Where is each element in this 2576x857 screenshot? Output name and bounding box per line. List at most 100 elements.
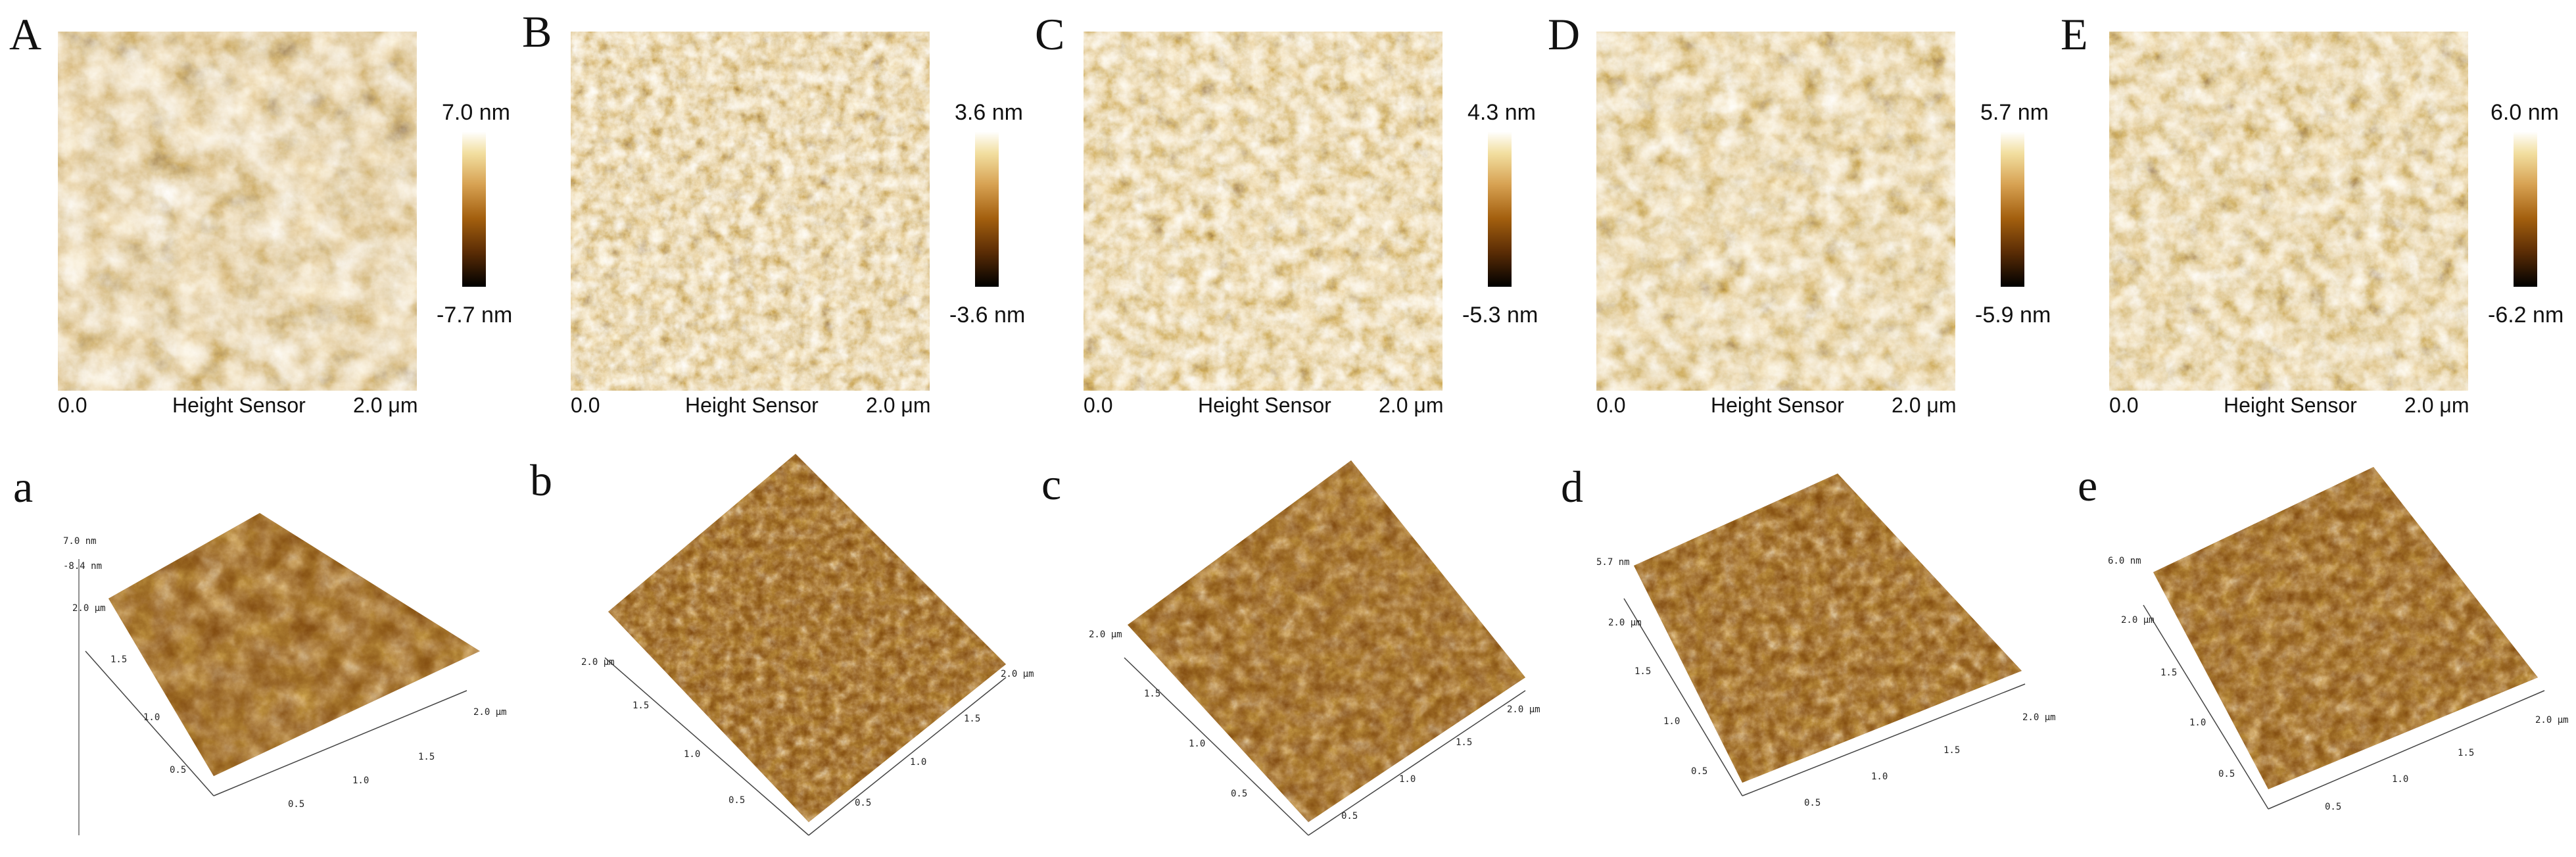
height-map-D xyxy=(1596,32,1955,391)
tick-c-10l: 1.0 xyxy=(1189,739,1206,749)
panel-letter-A: A xyxy=(9,9,42,59)
panel-letter-d: d xyxy=(1561,462,1583,512)
colorbar-B xyxy=(975,132,999,287)
panel-letter-e: e xyxy=(2078,460,2098,510)
axis-start-B: 0.0 xyxy=(571,393,600,417)
z-top-label-d: 5.7 nm xyxy=(1596,557,1630,568)
tick-a-05l: 0.5 xyxy=(170,765,187,775)
colorbar-min-E: -6.2 nm xyxy=(2488,303,2564,328)
panel-letter-b: b xyxy=(530,455,552,505)
tick-a-10l: 1.0 xyxy=(143,712,160,723)
axis-end-D: 2.0 μm xyxy=(1892,393,1957,417)
tick-d-10r: 1.0 xyxy=(1871,771,1888,782)
surface-3d-e xyxy=(2143,467,2545,810)
tick-c-05l: 0.5 xyxy=(1231,789,1248,799)
side-left-label-b: 2.0 μm xyxy=(581,657,615,668)
surface-3d-d xyxy=(1623,474,2026,796)
axis-start-A: 0.0 xyxy=(58,393,87,417)
colorbar-min-B: -3.6 nm xyxy=(949,303,1026,328)
tick-c-10r: 1.0 xyxy=(1399,774,1416,785)
tick-b-15l: 1.5 xyxy=(632,700,650,711)
panel-letter-B: B xyxy=(522,7,552,57)
channel-label-B: Height Sensor xyxy=(685,393,819,417)
z-top-label-a: 7.0 nm xyxy=(63,536,97,547)
tick-b-05r: 0.5 xyxy=(855,798,872,808)
colorbar-A xyxy=(462,132,486,287)
y-axis-b xyxy=(604,657,809,836)
height-map-B xyxy=(571,32,930,391)
y-axis-a xyxy=(85,650,214,796)
tick-b-15r: 1.5 xyxy=(964,714,981,724)
tick-a-10r: 1.0 xyxy=(352,775,370,786)
panel-letter-C: C xyxy=(1035,9,1065,59)
tick-d-05l: 0.5 xyxy=(1691,766,1708,777)
surface-3d-a xyxy=(78,513,480,835)
panel-letter-a: a xyxy=(13,462,34,512)
tick-c-15r: 1.5 xyxy=(1456,737,1473,748)
side-right-label-a: 2.0 μm xyxy=(473,707,507,718)
panel-letter-E: E xyxy=(2061,9,2088,59)
axis-start-D: 0.0 xyxy=(1596,393,1626,417)
surface-texture-c xyxy=(1128,460,1525,822)
height-map-C xyxy=(1084,32,1443,391)
colorbar-max-C: 4.3 nm xyxy=(1467,100,1536,125)
surface-texture-d xyxy=(1634,474,2022,783)
colorbar-max-B: 3.6 nm xyxy=(955,100,1023,125)
axis-end-B: 2.0 μm xyxy=(866,393,931,417)
tick-e-05r: 0.5 xyxy=(2325,802,2342,812)
colorbar-C xyxy=(1488,132,1512,287)
side-right-label-b: 2.0 μm xyxy=(1001,669,1034,679)
y-axis-d xyxy=(1623,598,1743,796)
channel-label-A: Height Sensor xyxy=(172,393,306,417)
panel-letter-c: c xyxy=(1041,459,1062,509)
height-map-A xyxy=(58,32,417,391)
side-left-label-a: 2.0 μm xyxy=(72,603,106,614)
axis-start-E: 0.0 xyxy=(2109,393,2139,417)
z-bottom-label-a: -8.4 nm xyxy=(63,561,103,572)
colorbar-D xyxy=(2001,132,2024,287)
colorbar-min-C: -5.3 nm xyxy=(1462,303,1538,328)
x-axis-c xyxy=(1308,690,1526,836)
side-right-label-d: 2.0 μm xyxy=(2022,712,2056,723)
tick-d-15r: 1.5 xyxy=(1944,745,1961,756)
tick-e-15r: 1.5 xyxy=(2458,748,2475,758)
axis-end-A: 2.0 μm xyxy=(353,393,418,417)
x-axis-b xyxy=(808,677,1007,836)
tick-a-15l: 1.5 xyxy=(110,654,128,665)
x-axis-e xyxy=(2268,690,2545,810)
tick-e-10r: 1.0 xyxy=(2392,774,2409,785)
tick-e-15l: 1.5 xyxy=(2160,668,2178,678)
tick-a-05r: 0.5 xyxy=(288,799,305,810)
surface-texture-e xyxy=(2153,467,2538,789)
tick-d-05r: 0.5 xyxy=(1804,798,1821,808)
colorbar-max-E: 6.0 nm xyxy=(2491,100,2559,125)
tick-b-10l: 1.0 xyxy=(684,749,701,760)
tick-c-05r: 0.5 xyxy=(1341,811,1358,821)
x-axis-d xyxy=(1742,683,2026,796)
y-axis-c xyxy=(1124,657,1309,836)
channel-label-E: Height Sensor xyxy=(2224,393,2357,417)
tick-e-10l: 1.0 xyxy=(2189,718,2206,728)
colorbar-max-A: 7.0 nm xyxy=(442,100,510,125)
surface-3d-b xyxy=(604,454,1007,836)
tick-b-10r: 1.0 xyxy=(910,757,927,768)
axis-end-E: 2.0 μm xyxy=(2404,393,2469,417)
channel-label-C: Height Sensor xyxy=(1198,393,1331,417)
axis-start-C: 0.0 xyxy=(1084,393,1113,417)
side-left-label-c: 2.0 μm xyxy=(1089,629,1122,640)
surface-texture-a xyxy=(108,513,480,776)
tick-c-15l: 1.5 xyxy=(1144,689,1161,699)
tick-a-15r: 1.5 xyxy=(418,752,435,762)
tick-d-10l: 1.0 xyxy=(1663,716,1681,727)
panel-letter-D: D xyxy=(1548,9,1581,59)
surface-3d-c xyxy=(1124,460,1526,836)
colorbar-min-D: -5.9 nm xyxy=(1975,303,2051,328)
side-right-label-e: 2.0 μm xyxy=(2535,715,2569,725)
axis-end-C: 2.0 μm xyxy=(1379,393,1444,417)
z-top-label-e: 6.0 nm xyxy=(2108,556,2141,566)
side-right-label-c: 2.0 μm xyxy=(1507,704,1540,715)
side-left-label-d: 2.0 μm xyxy=(1608,618,1642,628)
height-map-E xyxy=(2109,32,2468,391)
tick-e-05l: 0.5 xyxy=(2218,769,2235,779)
colorbar-E xyxy=(2514,132,2537,287)
